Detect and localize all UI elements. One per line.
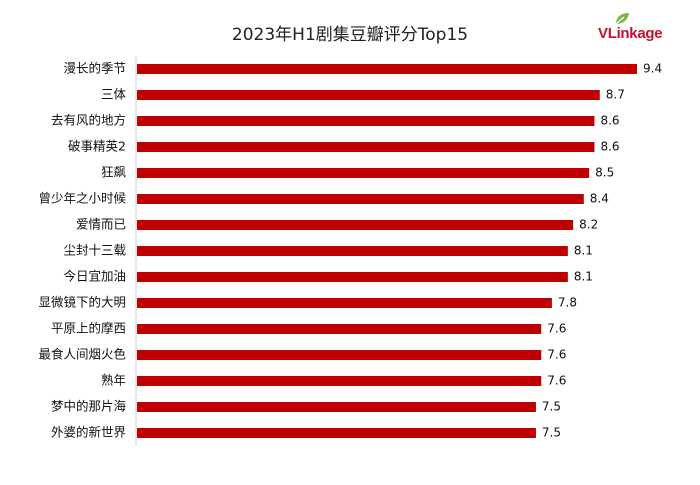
bar (137, 168, 590, 178)
value-label: 8.6 (600, 114, 619, 128)
bar (137, 428, 536, 438)
bar (137, 90, 600, 100)
category-label: 外婆的新世界 (51, 425, 127, 440)
bar (137, 116, 595, 126)
value-label: 7.5 (542, 426, 561, 440)
value-label: 8.6 (600, 140, 619, 154)
category-label: 三体 (101, 87, 127, 102)
bar (137, 194, 584, 204)
bar (137, 298, 552, 308)
category-label: 爱情而已 (76, 217, 126, 232)
value-label: 7.8 (558, 296, 577, 310)
category-label: 梦中的那片海 (51, 399, 127, 414)
category-label: 去有风的地方 (51, 113, 126, 128)
value-label: 8.7 (606, 88, 625, 102)
bar (137, 272, 568, 282)
bar (137, 350, 542, 360)
chart-title: 2023年H1剧集豆瓣评分Top15 (231, 25, 469, 45)
bar (137, 376, 542, 386)
value-label: 7.6 (547, 322, 566, 336)
category-label: 狂飙 (101, 165, 127, 180)
logo-text: VLinkage (598, 25, 663, 42)
value-label: 8.2 (579, 218, 598, 232)
bar (137, 64, 637, 74)
value-label: 8.4 (590, 192, 609, 206)
category-label: 今日宜加油 (63, 269, 126, 284)
category-label: 破事精英2 (68, 139, 126, 154)
bar (137, 220, 574, 230)
category-label: 尘封十三载 (63, 243, 126, 258)
category-label: 最食人间烟火色 (38, 347, 126, 362)
category-label: 熟年 (101, 373, 126, 388)
vlinkage-logo: VLinkage (598, 12, 693, 46)
value-label: 7.5 (542, 400, 561, 414)
value-label: 8.1 (574, 244, 593, 258)
bar (137, 324, 542, 334)
value-label: 9.4 (643, 62, 662, 76)
category-label: 漫长的季节 (63, 61, 126, 76)
category-label: 显微镜下的大明 (38, 295, 126, 310)
leaf-icon (615, 13, 629, 25)
bar (137, 402, 536, 412)
category-label: 平原上的摩西 (51, 321, 126, 336)
value-label: 7.6 (547, 348, 566, 362)
value-label: 7.6 (547, 374, 566, 388)
value-label: 8.5 (595, 166, 614, 180)
bar (137, 142, 595, 152)
category-label: 曾少年之小时候 (38, 191, 126, 206)
bar (137, 246, 568, 256)
value-label: 8.1 (574, 270, 593, 284)
